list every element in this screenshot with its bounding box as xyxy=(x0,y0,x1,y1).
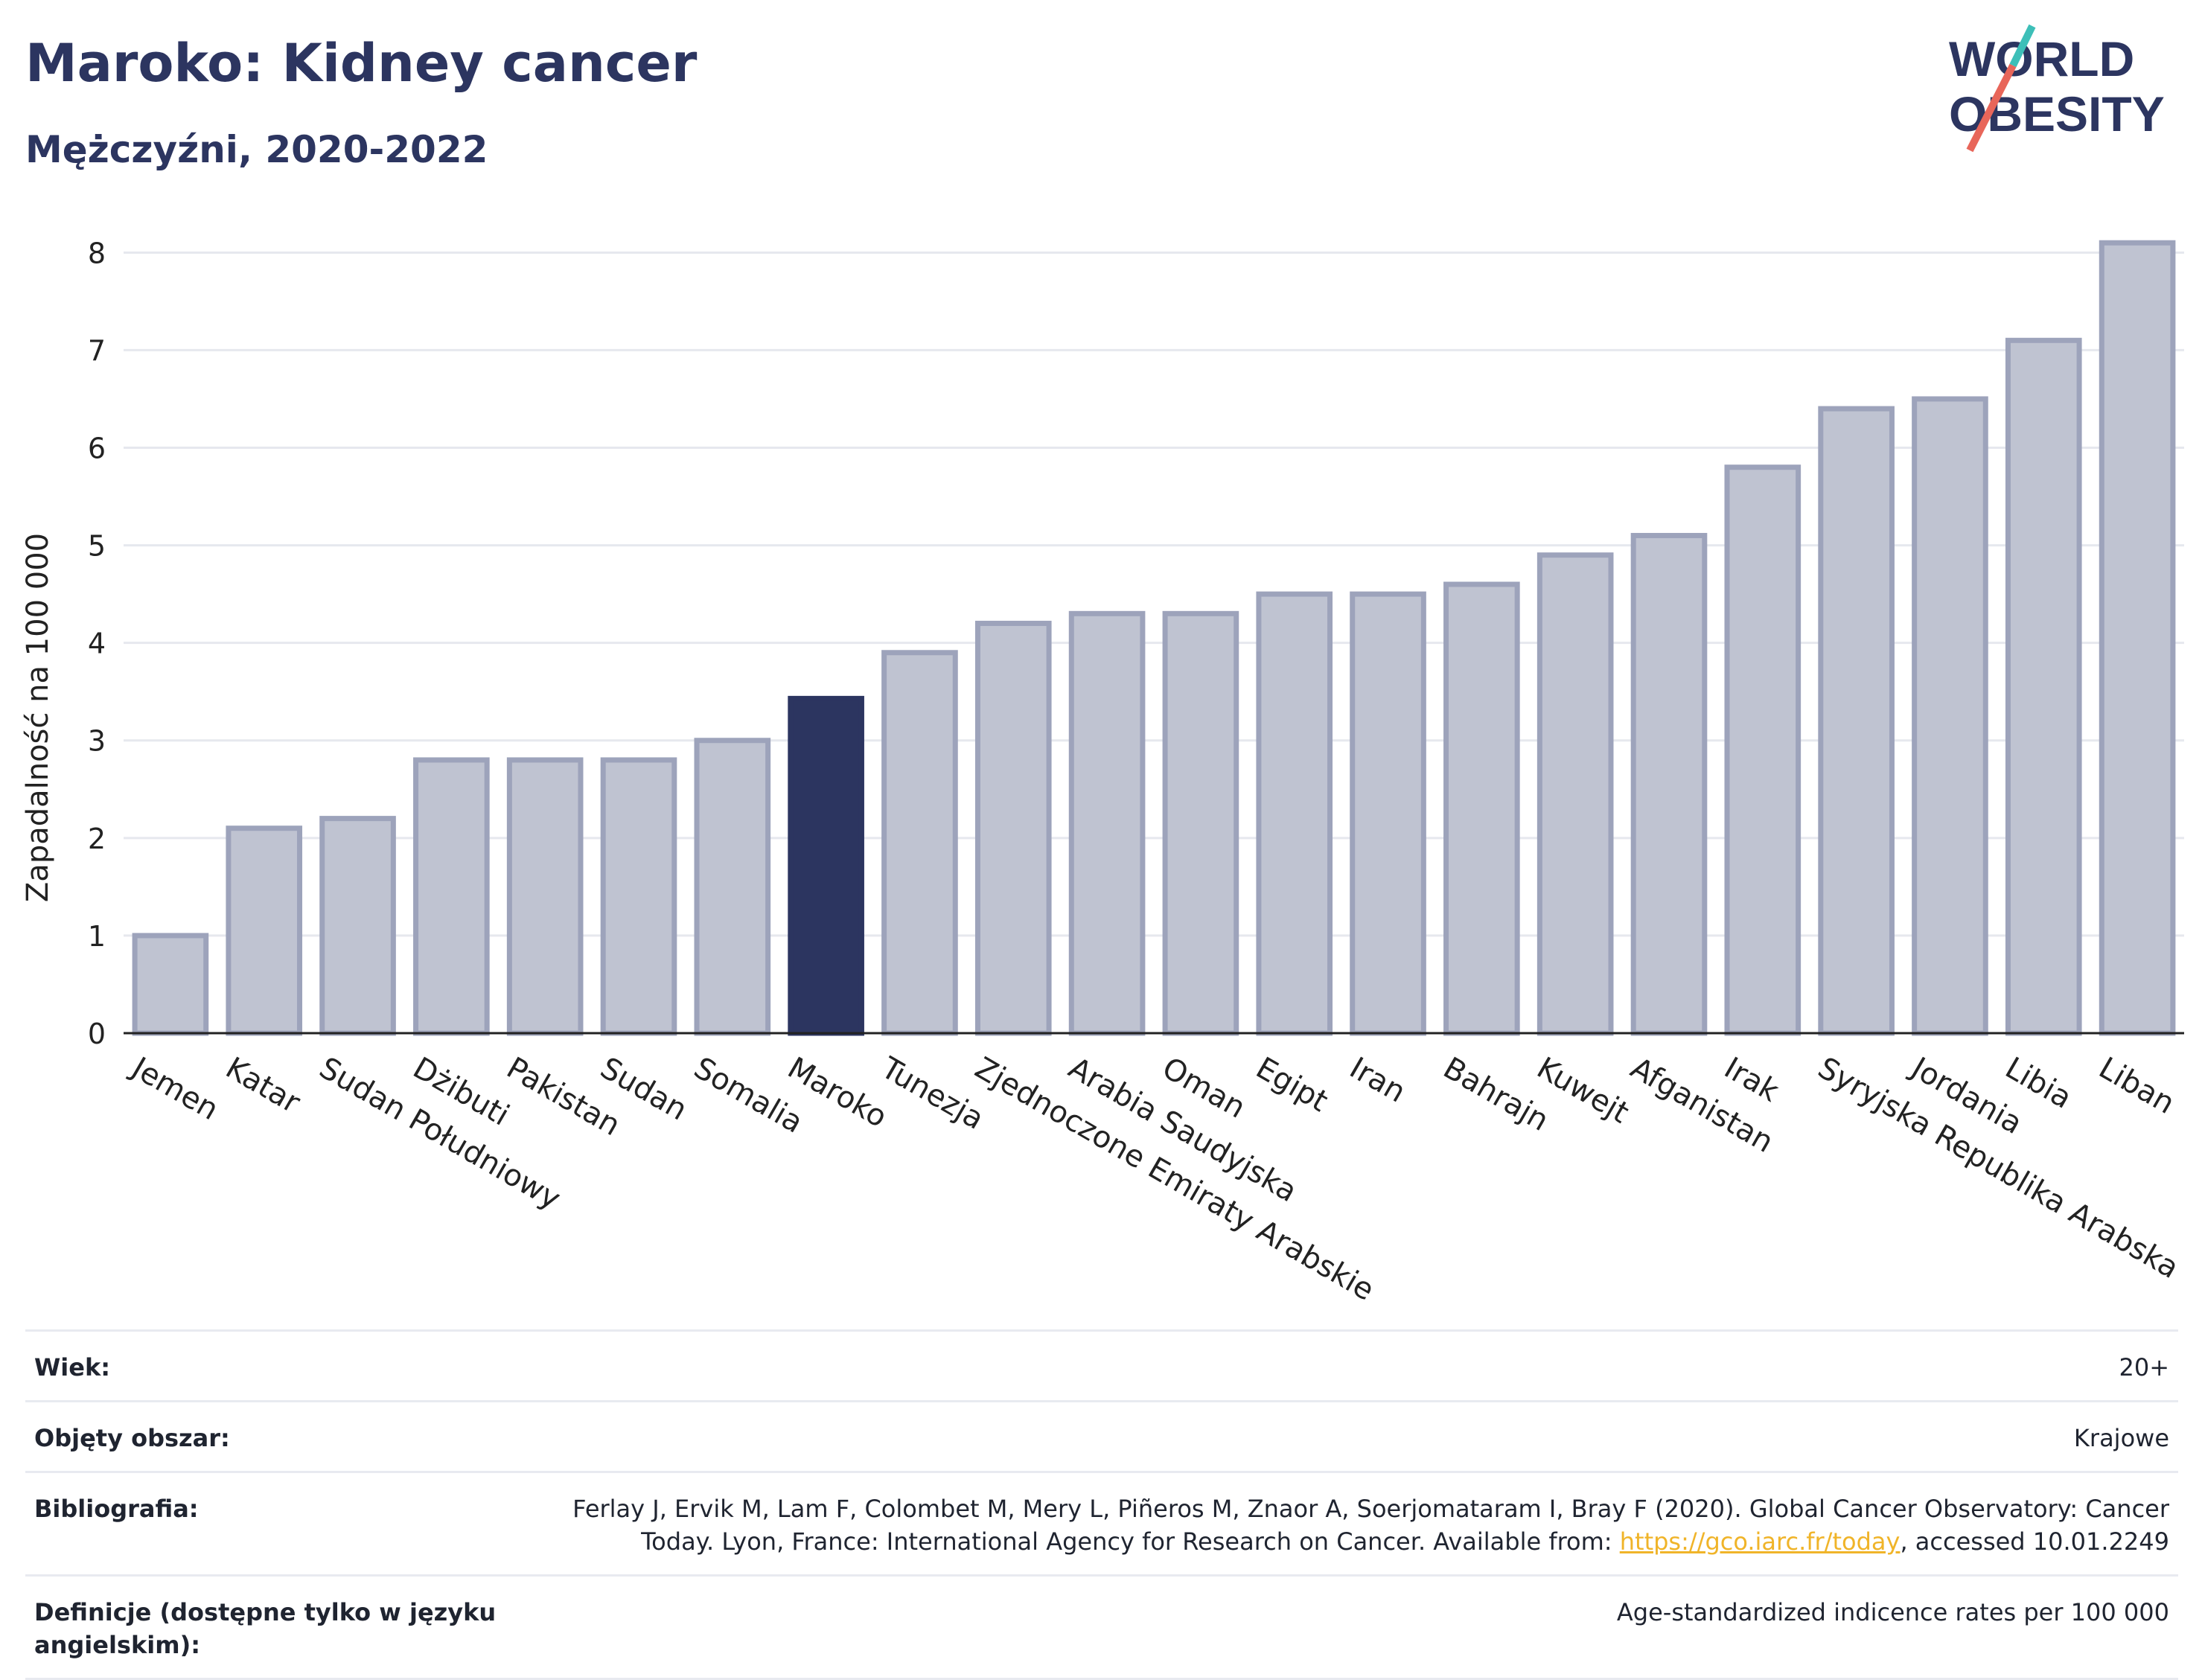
bar-tunezja[interactable] xyxy=(881,650,958,1036)
x-tick-label: Egipt xyxy=(1250,1051,1333,1119)
y-tick-label: 3 xyxy=(88,725,106,758)
y-axis-label: Zapadalność na 100 000 xyxy=(21,533,55,902)
bibliography-text: Ferlay J, Ervik M, Lam F, Colombet M, Me… xyxy=(572,1495,2169,1556)
bar-egipt[interactable] xyxy=(1256,591,1333,1036)
logo-text-world: WORLD xyxy=(1949,31,2134,86)
meta-label-definitions: Definicje (dostępne tylko w języku angie… xyxy=(34,1598,497,1659)
y-tick-label: 6 xyxy=(88,432,106,464)
bar-dżibuti[interactable] xyxy=(413,757,490,1036)
bar-kuwejt[interactable] xyxy=(1536,552,1614,1036)
x-tick-label: Tunezja xyxy=(875,1050,989,1136)
bar-katar[interactable] xyxy=(226,825,303,1036)
bar-afganistan[interactable] xyxy=(1630,532,1708,1036)
y-tick-label: 2 xyxy=(88,823,106,855)
x-tick-label: Iran xyxy=(1344,1051,1411,1110)
bar-jordania[interactable] xyxy=(1912,396,1988,1036)
chart-title: Maroko: Kidney cancer xyxy=(25,33,698,94)
y-tick-label: 4 xyxy=(88,627,106,660)
bars xyxy=(132,240,2176,1036)
y-axis-ticks: 0 1 2 3 4 5 6 7 8 xyxy=(88,237,106,1050)
bar-sudan[interactable] xyxy=(600,757,677,1036)
bar-oman[interactable] xyxy=(1162,610,1239,1036)
bar-arabia-saudyjska[interactable] xyxy=(1068,610,1146,1036)
bar-sudan-południowy[interactable] xyxy=(319,816,396,1036)
x-tick-label: Liban xyxy=(2093,1051,2180,1121)
x-tick-label: Katar xyxy=(220,1051,306,1120)
bibliography-link[interactable]: https://gco.iarc.fr/today xyxy=(1619,1527,1901,1556)
bar-somalia[interactable] xyxy=(694,738,771,1036)
x-tick-label: Jemen xyxy=(124,1050,224,1127)
meta-value-definitions: Age-standardized indicence rates per 100… xyxy=(1616,1598,2169,1626)
bar-iran[interactable] xyxy=(1350,591,1426,1036)
y-tick-label: 5 xyxy=(88,530,106,563)
bar-bahrajn[interactable] xyxy=(1443,581,1520,1036)
meta-label-area: Objęty obszar: xyxy=(34,1424,230,1452)
bar-irak[interactable] xyxy=(1724,464,1802,1036)
meta-label-age: Wiek: xyxy=(34,1353,111,1382)
meta-row-age: Wiek: 20+ xyxy=(25,1329,2178,1400)
meta-value-bibliography: Ferlay J, Ervik M, Lam F, Colombet M, Me… xyxy=(511,1492,2169,1558)
y-tick-label: 1 xyxy=(88,920,106,953)
y-tick-label: 8 xyxy=(88,237,106,269)
y-tick-label: 7 xyxy=(88,334,106,367)
bar-pakistan[interactable] xyxy=(506,757,584,1036)
bibliography-accessed: , accessed 10.01.2249 xyxy=(1900,1527,2169,1556)
metadata-table: Wiek: 20+ Objęty obszar: Krajowe Bibliog… xyxy=(25,1329,2178,1680)
meta-label-bibliography: Bibliografia: xyxy=(34,1495,199,1523)
bar-syryjska-republika-arabska[interactable] xyxy=(1818,406,1895,1036)
meta-row-definitions: Definicje (dostępne tylko w języku angie… xyxy=(25,1574,2178,1680)
meta-row-area: Objęty obszar: Krajowe xyxy=(25,1400,2178,1471)
meta-value-area: Krajowe xyxy=(2073,1424,2169,1452)
bar-maroko[interactable] xyxy=(788,695,864,1036)
bar-jemen[interactable] xyxy=(132,933,209,1036)
world-obesity-logo: WORLD OBESITY xyxy=(1949,24,2165,153)
chart-subtitle: Mężczyźni, 2020-2022 xyxy=(25,128,488,171)
y-tick-label: 0 xyxy=(88,1018,106,1050)
logo-slash-top xyxy=(2009,24,2036,68)
meta-row-bibliography: Bibliografia: Ferlay J, Ervik M, Lam F, … xyxy=(25,1471,2178,1574)
logo-slash-bottom xyxy=(1966,63,2017,153)
meta-value-age: 20+ xyxy=(2119,1353,2169,1382)
x-tick-label: Bahrajn xyxy=(1437,1051,1554,1138)
bar-liban[interactable] xyxy=(2099,240,2176,1036)
bar-libia[interactable] xyxy=(2005,337,2082,1036)
bar-zjednoczone-emiraty-arabskie[interactable] xyxy=(974,620,1052,1036)
